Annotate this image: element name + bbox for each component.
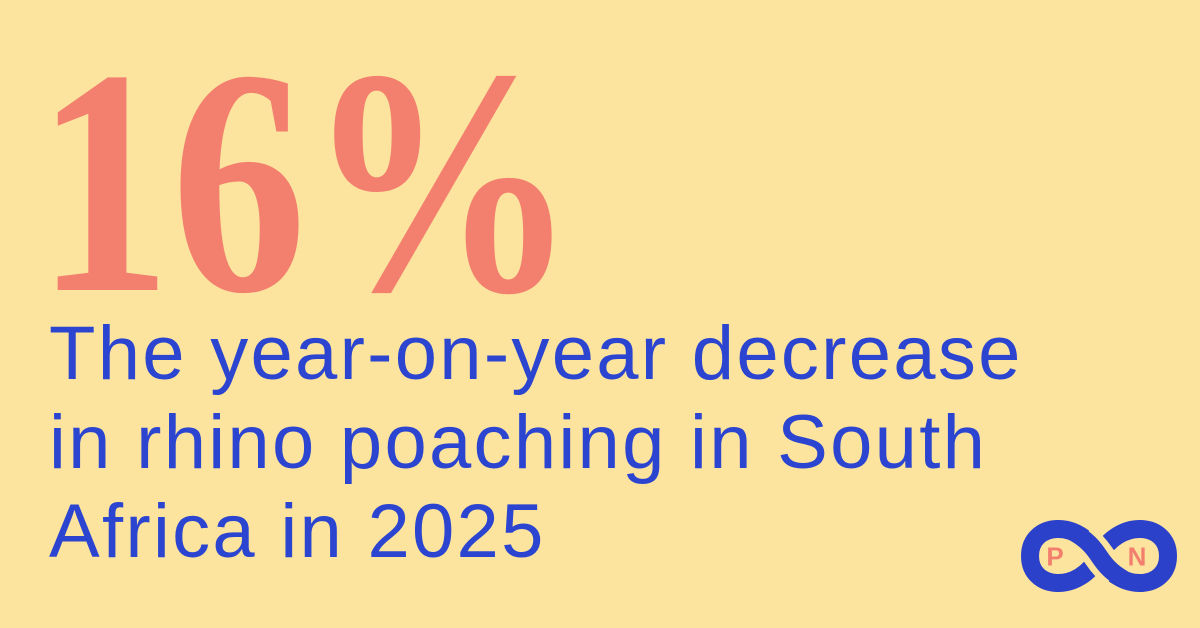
- stat-description: The year-on-year decrease in rhino poach…: [49, 309, 1023, 576]
- infinity-logo: P N: [1021, 520, 1177, 592]
- logo-letter-p: P: [1046, 542, 1063, 572]
- stat-description-line-1: The year-on-year decrease: [49, 311, 1023, 396]
- logo-letter-n: N: [1128, 542, 1147, 572]
- weave-over-stroke: [1066, 524, 1132, 588]
- stat-description-line-3: Africa in 2025: [49, 489, 546, 574]
- stat-description-line-2: in rhino poaching in South: [49, 400, 988, 485]
- stat-value: 16%: [36, 3, 577, 360]
